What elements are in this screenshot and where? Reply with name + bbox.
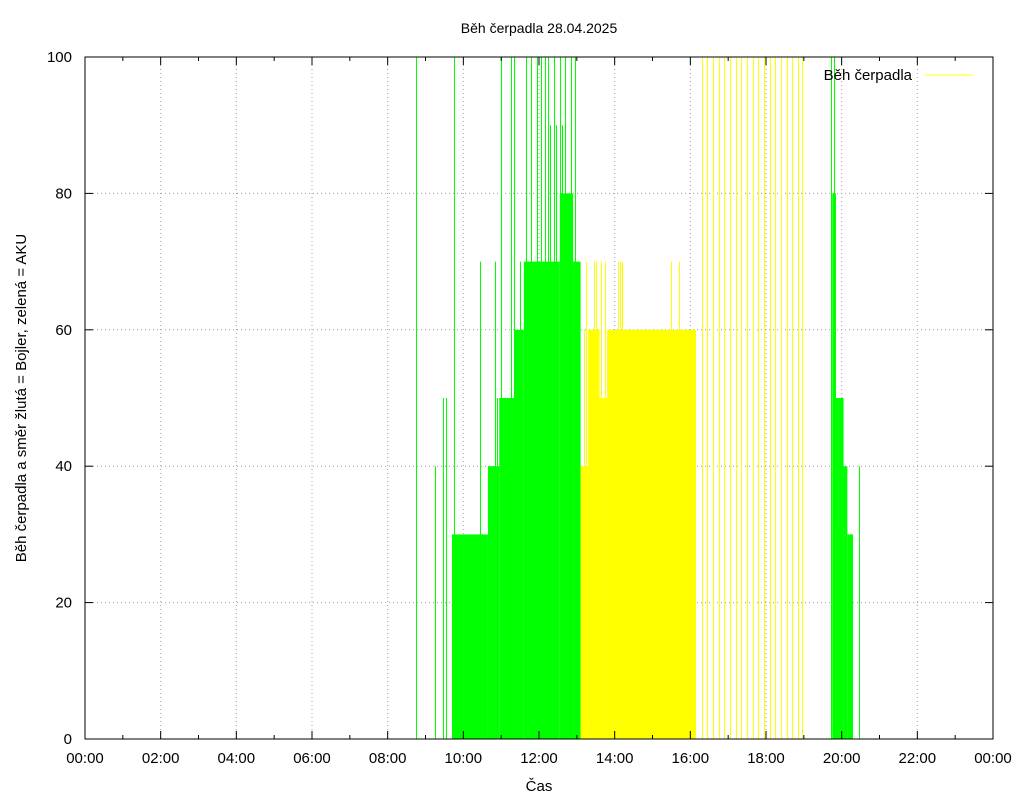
impulse-band — [487, 466, 500, 739]
x-tick-label: 02:00 — [142, 750, 180, 767]
y-tick-label: 40 — [55, 458, 72, 475]
impulse-band — [599, 398, 608, 739]
x-tick-label: 00:00 — [974, 750, 1012, 767]
x-tick-label: 16:00 — [672, 750, 710, 767]
impulse-band — [588, 329, 600, 739]
x-tick-label: 00:00 — [66, 750, 104, 767]
y-tick-label: 60 — [55, 322, 72, 339]
legend-label: Běh čerpadla — [824, 67, 913, 84]
x-tick-label: 04:00 — [218, 750, 256, 767]
impulse-band — [559, 193, 574, 739]
x-tick-label: 22:00 — [899, 750, 937, 767]
legend: Běh čerpadla — [824, 67, 973, 84]
x-tick-label: 20:00 — [823, 750, 861, 767]
impulse-band — [843, 466, 848, 739]
x-tick-label: 18:00 — [747, 750, 785, 767]
y-tick-label: 100 — [47, 49, 72, 66]
x-tick-label: 10:00 — [445, 750, 483, 767]
y-tick-label: 0 — [64, 731, 72, 748]
impulse-band — [607, 329, 697, 739]
data-layer — [416, 57, 860, 739]
y-tick-label: 20 — [55, 595, 72, 612]
x-tick-label: 08:00 — [369, 750, 407, 767]
axes: 00:00 02:00 04:00 06:00 08:00 10:00 12:00 14:00… — [47, 49, 1012, 767]
impulse-band — [451, 534, 488, 739]
impulse-band — [847, 534, 854, 739]
x-tick-label: 14:00 — [596, 750, 634, 767]
impulse-band — [514, 329, 524, 739]
x-tick-label: 12:00 — [520, 750, 558, 767]
impulse-band — [835, 398, 844, 739]
impulse-band — [573, 261, 581, 739]
impulse-band — [499, 398, 515, 739]
chart-title: Běh čerpadla 28.04.2025 — [461, 20, 618, 36]
x-tick-label: 06:00 — [293, 750, 331, 767]
x-axis-label: Čas — [526, 778, 553, 795]
y-tick-label: 80 — [55, 185, 72, 202]
y-axis-label: Běh čerpadla a směr žlutá = Bojler, zele… — [13, 234, 30, 563]
